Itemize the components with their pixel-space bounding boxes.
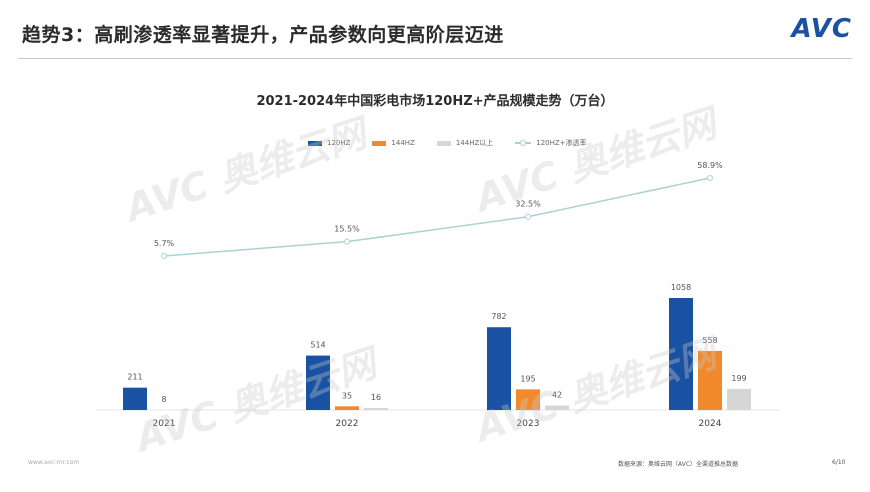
- header-divider: [18, 58, 852, 59]
- bar-144HZ以上-2023: [545, 405, 569, 410]
- bar-144HZ-2022: [335, 406, 359, 410]
- penetration-label-2024: 58.9%: [697, 161, 723, 170]
- chart-legend: 120HZ 144HZ 144HZ以上 120HZ+渗透率: [308, 138, 587, 148]
- bar-120HZ-2024: [669, 298, 693, 410]
- avc-logo: AVC: [791, 14, 852, 44]
- penetration-label-2021: 5.7%: [154, 239, 175, 248]
- bar-144HZ以上-2022: [364, 408, 388, 410]
- bar-144HZ-2023: [516, 389, 540, 410]
- bar-label-144HZ-2023: 195: [520, 374, 535, 383]
- legend-swatch-penetration: [515, 140, 532, 146]
- penetration-label-2023: 32.5%: [515, 200, 541, 209]
- legend-swatch-120hz: [308, 140, 322, 146]
- bar-120HZ-2022: [306, 355, 330, 410]
- bar-label-144HZ-2022: 35: [342, 391, 352, 400]
- bar-label-144HZ以上-2023: 42: [552, 391, 562, 400]
- legend-swatch-144hz: [372, 140, 387, 146]
- legend-swatch-144hz-above: [436, 140, 451, 146]
- bar-label-144HZ以上-2022: 16: [371, 393, 381, 402]
- extra-label-2021: 8: [161, 395, 166, 404]
- penetration-label-2022: 15.5%: [334, 225, 360, 234]
- bar-label-120HZ-2023: 782: [491, 312, 506, 321]
- x-tick-label-2023: 2023: [517, 419, 540, 429]
- legend-item-penetration: 120HZ+渗透率: [515, 138, 587, 148]
- legend-label-144hz-above: 144HZ以上: [455, 139, 494, 147]
- penetration-point-2023: [525, 213, 531, 220]
- bar-label-120HZ-2022: 514: [310, 341, 325, 350]
- bar-120HZ-2023: [487, 327, 511, 410]
- x-tick-label-2024: 2024: [699, 419, 722, 429]
- bar-label-120HZ-2021: 211: [127, 373, 142, 382]
- penetration-point-2022: [344, 238, 350, 245]
- legend-item-144hz-above: 144HZ以上: [436, 138, 494, 148]
- legend-item-144hz: 144HZ: [372, 139, 415, 147]
- bar-label-144HZ-2024: 558: [702, 336, 717, 345]
- footer-page-number: 6/10: [832, 459, 846, 466]
- legend-label-120hz: 120HZ: [327, 139, 351, 147]
- x-tick-label-2021: 2021: [153, 419, 176, 429]
- penetration-line: [163, 177, 711, 257]
- legend-label-penetration: 120HZ+渗透率: [536, 139, 587, 147]
- legend-item-120hz: 120HZ: [308, 139, 350, 147]
- bar-144HZ-2024: [698, 350, 722, 410]
- legend-label-144hz: 144HZ: [391, 139, 415, 147]
- penetration-point-2021: [161, 253, 167, 259]
- bar-label-120HZ-2024: 1058: [671, 283, 691, 292]
- x-tick-label-2022: 2022: [336, 419, 359, 429]
- penetration-point-2024: [707, 175, 713, 181]
- bar-label-144HZ以上-2024: 199: [731, 374, 746, 383]
- bar-120HZ-2021: [123, 387, 147, 410]
- footer-website: www.avc-mr.com: [28, 459, 80, 466]
- bar-144HZ以上-2024: [727, 388, 751, 410]
- footer-source: 数据来源：奥维云网（AVC）全渠道推总数据: [618, 461, 739, 468]
- chart-title: 2021-2024年中国彩电市场120HZ+产品规模走势（万台）: [256, 94, 614, 109]
- page-title: 趋势3：高刷渗透率显著提升，产品参数向更高阶层迈进: [22, 24, 504, 46]
